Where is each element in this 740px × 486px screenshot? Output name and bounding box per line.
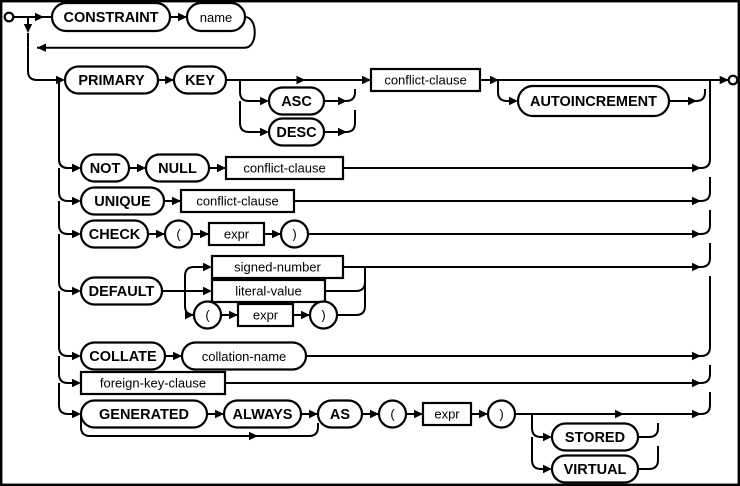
svg-text:expr: expr [224, 227, 250, 242]
svg-text:UNIQUE: UNIQUE [94, 194, 151, 210]
svg-text:KEY: KEY [185, 73, 215, 89]
svg-text:ALWAYS: ALWAYS [233, 407, 293, 423]
svg-text:(: ( [205, 308, 210, 323]
svg-text:(: ( [176, 227, 181, 242]
svg-text:literal-value: literal-value [235, 284, 301, 299]
svg-text:foreign-key-clause: foreign-key-clause [100, 376, 206, 391]
svg-text:): ) [292, 227, 296, 242]
svg-text:CONSTRAINT: CONSTRAINT [63, 10, 158, 26]
svg-text:): ) [499, 407, 503, 422]
svg-text:AS: AS [330, 407, 350, 423]
svg-text:signed-number: signed-number [234, 260, 321, 275]
svg-text:conflict-clause: conflict-clause [243, 161, 325, 176]
svg-text:AUTOINCREMENT: AUTOINCREMENT [530, 94, 657, 110]
svg-text:(: ( [390, 407, 395, 422]
svg-text:collation-name: collation-name [202, 349, 287, 364]
svg-text:expr: expr [434, 407, 460, 422]
svg-text:GENERATED: GENERATED [99, 407, 189, 423]
svg-text:CHECK: CHECK [89, 227, 141, 243]
svg-text:conflict-clause: conflict-clause [384, 73, 466, 88]
svg-text:NULL: NULL [158, 161, 197, 177]
svg-text:ASC: ASC [281, 94, 312, 110]
svg-text:DESC: DESC [276, 125, 317, 141]
svg-text:COLLATE: COLLATE [89, 349, 157, 365]
svg-text:name: name [200, 10, 233, 25]
svg-text:NOT: NOT [90, 161, 121, 177]
svg-text:DEFAULT: DEFAULT [89, 284, 155, 300]
svg-text:VIRTUAL: VIRTUAL [564, 462, 627, 478]
svg-text:STORED: STORED [565, 430, 625, 446]
svg-text:conflict-clause: conflict-clause [196, 194, 278, 209]
svg-text:PRIMARY: PRIMARY [78, 73, 145, 89]
svg-text:): ) [321, 308, 325, 323]
svg-text:expr: expr [253, 308, 279, 323]
